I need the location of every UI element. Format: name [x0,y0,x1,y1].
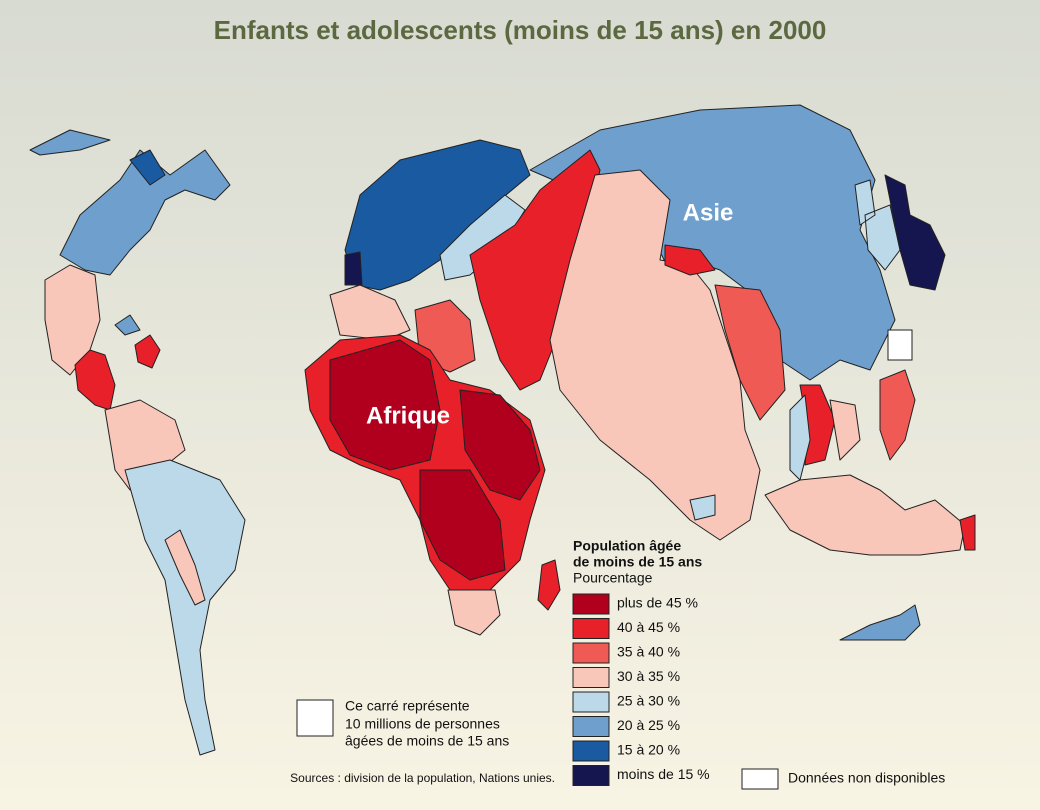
scale-note: Ce carré représente [345,698,470,714]
legend-label: 20 à 25 % [617,717,680,733]
central-america [74,349,116,411]
europe [344,139,531,291]
north-africa [329,284,411,341]
legend-title: de moins de 15 ans [573,554,702,570]
north-america [59,149,231,276]
map-label: Asie [683,199,734,226]
no-data-area [887,329,913,361]
caribbean [114,314,141,336]
bangladesh [714,284,786,421]
scale-square [296,699,334,737]
pacific [959,514,976,551]
legend-swatch [572,667,610,688]
sri-lanka [689,494,716,521]
legend: plus de 45 % 40 à 45 % 35 à 40 % 30 à 35 % 2… [572,593,710,786]
thailand [789,394,811,481]
legend-swatch [572,593,610,615]
legend-label: plus de 45 % [617,595,698,611]
legend-swatch [572,618,610,639]
philippines [879,369,916,461]
japan [884,174,946,291]
west-africa [329,339,441,471]
region [664,244,716,276]
east-africa [459,389,541,501]
alaska [29,129,111,156]
northern-south-america [104,399,186,491]
source: Sources : division de la population, Nat… [290,771,555,785]
legend-label: 35 à 40 % [617,644,680,660]
legend-label: 25 à 30 % [617,693,680,709]
south-africa [447,589,501,636]
scale-note: 10 millions de personnes [345,716,500,732]
map-label: Afrique [366,402,450,429]
legend-swatch [572,765,610,786]
legend-subtitle: Pourcentage [573,570,653,586]
legend-label: 40 à 45 % [617,619,680,635]
scale-note: âgées de moins de 15 ans [345,733,509,749]
legend-label: 15 à 20 % [617,742,680,758]
region [129,149,166,186]
no-data-swatch [741,768,779,790]
australia [839,604,921,641]
cartogram: Asie Afrique [29,104,976,756]
korea [854,179,901,271]
andes [164,529,206,606]
south-asia [549,169,761,541]
south-america [124,459,246,756]
legend-label: moins de 15 % [617,766,710,782]
legend-label: 30 à 35 % [617,668,680,684]
title: Enfants et adolescents (moins de 15 ans)… [214,15,827,45]
vietnam [829,399,861,461]
madagascar [537,559,561,611]
legend-swatch [572,740,610,762]
legend-label: Données non disponibles [788,770,945,786]
legend-swatch [572,716,610,737]
central-africa [419,469,506,581]
legend-title: Population âgée [573,538,681,554]
caribbean [134,334,161,369]
legend-swatch [572,691,610,713]
iberia [344,251,363,286]
legend-swatch [572,642,610,664]
